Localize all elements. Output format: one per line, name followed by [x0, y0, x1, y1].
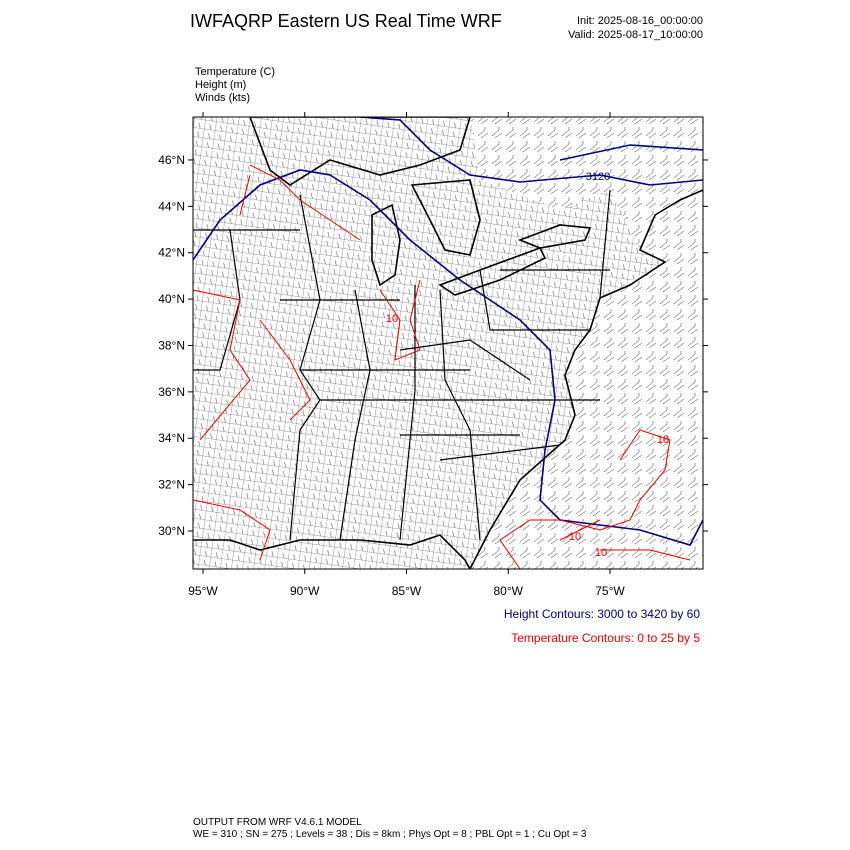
valid-time: Valid: 2025-08-17_10:00:00 [568, 29, 703, 41]
lon-tick-label: 95°W [188, 584, 218, 598]
init-time: Init: 2025-08-16_00:00:00 [577, 15, 703, 27]
lat-tick-label: 34°N [158, 431, 185, 445]
footer-line: OUTPUT FROM WRF V4.6.1 MODEL [193, 817, 362, 828]
map-frame [192, 116, 704, 570]
lake-ontario [517, 224, 592, 249]
field-label: Temperature (C) [195, 66, 275, 78]
lat-tick-label: 36°N [158, 385, 185, 399]
lon-tick-label: 75°W [595, 584, 625, 598]
lake-huron [410, 179, 481, 256]
lake-superior [249, 117, 471, 186]
contour-label: 10 [569, 531, 581, 543]
height-contour [559, 144, 703, 161]
contour-label: 10 [657, 434, 669, 446]
lon-tick-label: 90°W [290, 584, 320, 598]
lon-tick-label: 80°W [494, 584, 524, 598]
contour-label: 10 [386, 313, 398, 325]
lat-tick-label: 42°N [158, 246, 185, 260]
lat-tick-label: 44°N [158, 199, 185, 213]
lake-michigan [371, 203, 401, 287]
height-contour [193, 169, 703, 546]
map [193, 117, 703, 569]
contour-labels: 3120 10 10 10 10 [386, 171, 669, 559]
temperature-contour [193, 164, 421, 561]
lat-tick-label: 40°N [158, 292, 185, 306]
contour-label: 3120 [586, 171, 610, 183]
lat-tick-label: 38°N [158, 338, 185, 352]
temperature-contour [499, 429, 691, 569]
field-label: Height (m) [195, 79, 246, 91]
footer-line: WE = 310 ; SN = 275 ; Levels = 38 ; Dis … [193, 829, 587, 840]
lat-tick-label: 32°N [158, 478, 185, 492]
gulf-coast [193, 534, 471, 569]
axes: 46°N 44°N 42°N 40°N 38°N 36°N 34°N 32°N 30°N 95°W… [158, 112, 708, 598]
state-lines [193, 189, 611, 541]
height-contour [359, 117, 703, 186]
lat-tick-label: 46°N [158, 153, 185, 167]
lon-tick-label: 85°W [392, 584, 422, 598]
lat-tick-label: 30°N [158, 524, 185, 538]
temperature-contour-info: Temperature Contours: 0 to 25 by 5 [511, 631, 700, 645]
contour-label: 10 [595, 547, 607, 559]
height-contour-info: Height Contours: 3000 to 3420 by 60 [504, 607, 700, 621]
field-label: Winds (kts) [195, 92, 250, 104]
title: IWFAQRP Eastern US Real Time WRF [190, 11, 502, 31]
